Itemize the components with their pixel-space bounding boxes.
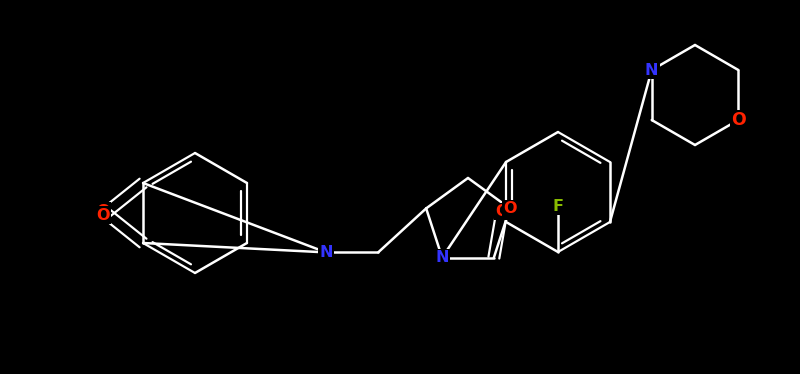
Text: O: O: [495, 204, 509, 219]
Text: O: O: [731, 111, 746, 129]
Text: F: F: [553, 199, 563, 214]
Text: O: O: [96, 203, 110, 218]
Text: O: O: [96, 208, 110, 223]
Text: N: N: [435, 250, 449, 265]
Text: O: O: [503, 201, 517, 216]
Text: N: N: [319, 245, 333, 260]
Text: N: N: [645, 62, 658, 77]
